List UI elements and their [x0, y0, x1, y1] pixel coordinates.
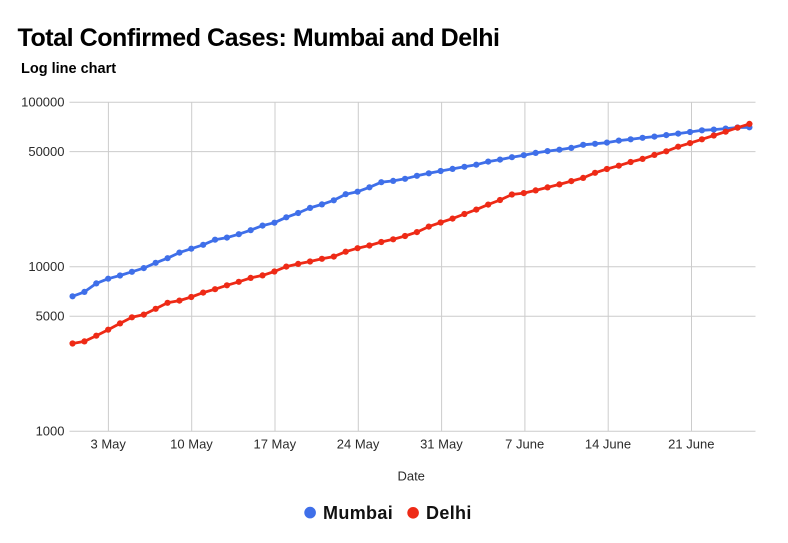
svg-text:10000: 10000: [28, 259, 64, 274]
svg-text:5000: 5000: [36, 309, 65, 324]
svg-text:50000: 50000: [28, 144, 64, 159]
svg-text:3 May: 3 May: [90, 437, 126, 452]
svg-text:1000: 1000: [36, 424, 65, 439]
svg-text:Delhi: Delhi: [426, 503, 472, 523]
svg-text:10 May: 10 May: [170, 437, 213, 452]
svg-text:14 June: 14 June: [585, 437, 631, 452]
svg-text:7 June: 7 June: [505, 437, 544, 452]
svg-text:Date: Date: [397, 469, 424, 484]
svg-text:24 May: 24 May: [337, 437, 380, 452]
svg-text:31 May: 31 May: [420, 437, 463, 452]
svg-text:17 May: 17 May: [253, 437, 296, 452]
svg-text:21 June: 21 June: [668, 437, 714, 452]
svg-text:100000: 100000: [21, 95, 64, 110]
svg-text:Mumbai: Mumbai: [323, 503, 393, 523]
